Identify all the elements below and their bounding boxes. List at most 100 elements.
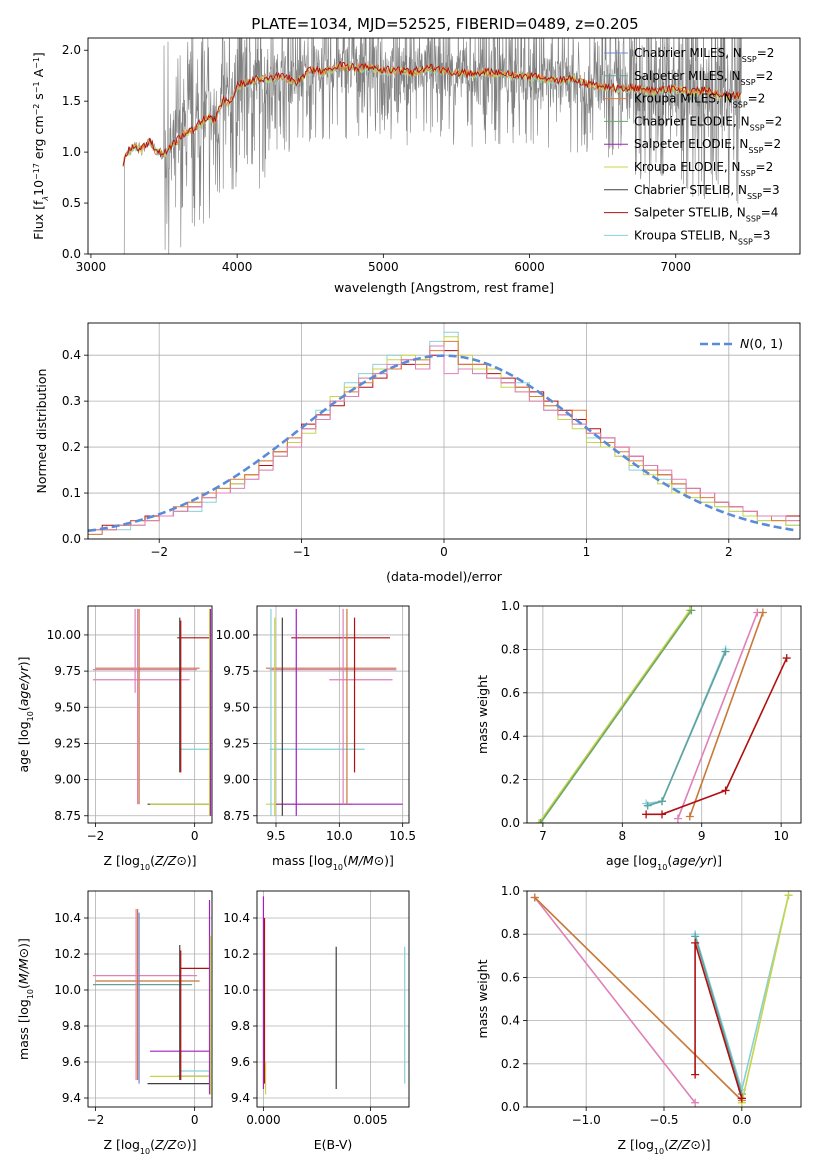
model-spectrum-line xyxy=(122,61,741,166)
x-axis-label: (data-model)/error xyxy=(386,569,503,584)
weight-line xyxy=(689,612,764,817)
y-tick-label: 0.4 xyxy=(501,1014,520,1028)
age-vs-Z-plot-area xyxy=(88,606,212,823)
y-tick-label: 10.00 xyxy=(216,628,250,642)
residuals-plot-area xyxy=(88,323,800,539)
weight-marker xyxy=(658,810,667,819)
y-tick-label: 0.8 xyxy=(501,927,520,941)
spectrum-frame xyxy=(87,37,801,255)
x-tick-label: 3000 xyxy=(76,260,107,274)
x-axis-label: Z [log10(Z/Z⊙)] xyxy=(617,1137,710,1156)
y-axis-label: mass weight xyxy=(475,959,490,1038)
y-tick-label: 9.4 xyxy=(62,1091,81,1105)
legend-entry: Kroupa ELODIE, NSSP=2 xyxy=(634,160,773,178)
weight-line xyxy=(539,609,693,823)
spectrum-axes: 3000 4000 5000 6000 7000 0.0 0.5 1.0 1.5 2.0 Chabr… xyxy=(31,37,801,295)
weight-line xyxy=(534,897,696,1104)
mass-vs-EBV-plot-area xyxy=(257,891,409,1107)
y-tick-label: 0.6 xyxy=(501,686,520,700)
y-tick-label: 9.75 xyxy=(223,664,250,678)
weight-line xyxy=(534,896,743,1102)
age-vs-Z-frame xyxy=(87,605,213,824)
weight-marker xyxy=(691,1070,700,1079)
y-tick-label: 10.4 xyxy=(54,911,81,925)
y-tick-label: 10.0 xyxy=(223,983,250,997)
weight-marker xyxy=(687,606,696,615)
weight-marker xyxy=(658,797,667,806)
weight-marker xyxy=(642,810,651,819)
x-tick-label: 4000 xyxy=(222,260,253,274)
x-tick-label: 0.005 xyxy=(353,1113,387,1127)
x-tick-label: 0 xyxy=(191,829,199,843)
y-tick-label: 9.00 xyxy=(223,773,250,787)
y-tick-label: 10.0 xyxy=(54,983,81,997)
mass-vs-EBV-axes: 0.000 0.005 9.4 9.6 9.8 10.0 10.2 10.4 E(B-V) xyxy=(223,890,410,1152)
legend-entry: N(0, 1) xyxy=(740,336,783,351)
y-tick-label: 8.75 xyxy=(54,809,81,823)
residuals-axes: −2 −1 0 1 2 0.0 0.1 0.2 0.3 0.4 N(0, 1) (data-model… xyxy=(34,322,801,584)
age-vs-mass-frame xyxy=(256,605,410,824)
x-tick-label: −2 xyxy=(87,829,105,843)
x-tick-label: 0.000 xyxy=(246,1113,280,1127)
x-axis-label: wavelength [Angstrom, rest frame] xyxy=(334,280,554,295)
weight-line xyxy=(677,612,759,819)
y-tick-label: 10.4 xyxy=(223,911,250,925)
massweight-vs-age-plot-area xyxy=(527,606,801,823)
y-tick-label: 0.0 xyxy=(62,247,81,261)
massweight-vs-Z-axes: −1.0 −0.5 0.0 0.0 0.2 0.4 0.6 0.8 1.0 Z [log10(Z/… xyxy=(475,884,802,1156)
y-tick-label: 9.8 xyxy=(62,1019,81,1033)
x-tick-label: 10 xyxy=(774,829,789,843)
x-tick-label: 8 xyxy=(618,829,626,843)
weight-marker xyxy=(691,1098,700,1107)
weight-line xyxy=(647,651,727,807)
legend-entry: Chabrier MILES, NSSP=2 xyxy=(634,46,774,64)
weight-marker xyxy=(721,786,730,795)
age-vs-mass-plot-area xyxy=(257,606,409,823)
figure-title: PLATE=1034, MJD=52525, FIBERID=0489, z=0… xyxy=(251,15,638,33)
legend-entry: Chabrier STELIB, NSSP=3 xyxy=(634,183,780,201)
y-tick-label: 0.2 xyxy=(62,440,81,454)
massweight-vs-age-frame xyxy=(526,605,802,824)
y-tick-label: 9.75 xyxy=(54,664,81,678)
mass-vs-Z-frame xyxy=(87,890,213,1108)
data-spectrum-line xyxy=(123,38,742,254)
legend-entry: Chabrier ELODIE, NSSP=2 xyxy=(634,114,782,131)
y-tick-label: 9.50 xyxy=(223,700,250,714)
y-tick-label: 1.5 xyxy=(62,94,81,108)
weight-marker xyxy=(691,938,700,947)
weight-line xyxy=(694,936,743,1095)
y-tick-label: 10.2 xyxy=(223,947,250,961)
y-tick-label: 9.25 xyxy=(223,736,250,750)
x-axis-label: mass [log10(M/M⊙)] xyxy=(272,853,394,872)
massweight-vs-Z-frame xyxy=(526,890,802,1108)
y-tick-label: 10.2 xyxy=(54,947,81,961)
y-axis-label: Flux [fλ10−17 erg cm−2 s−1 A−1] xyxy=(31,52,50,240)
y-tick-label: 9.6 xyxy=(231,1055,250,1069)
weight-line xyxy=(741,895,790,1103)
x-tick-label: 9.5 xyxy=(266,829,285,843)
y-tick-label: 1.0 xyxy=(62,145,81,159)
legend-entry: Kroupa STELIB, NSSP=3 xyxy=(634,228,771,246)
x-tick-label: −1.0 xyxy=(572,1113,601,1127)
x-tick-label: 10.0 xyxy=(326,829,353,843)
weight-marker xyxy=(673,814,682,823)
mass-vs-Z-plot-area xyxy=(88,891,212,1107)
y-tick-label: 1.0 xyxy=(501,599,520,613)
histogram-step xyxy=(88,345,800,531)
age-vs-Z-axes: −2 0 8.75 9.00 9.25 9.50 9.75 10.00 Z [log10(Z/Z… xyxy=(16,605,213,872)
y-axis-label: mass weight xyxy=(475,675,490,754)
x-tick-label: −2 xyxy=(87,1113,105,1127)
weight-marker xyxy=(721,647,730,656)
weight-marker xyxy=(685,812,694,821)
x-tick-label: 5000 xyxy=(368,260,399,274)
x-tick-label: 0.0 xyxy=(732,1113,751,1127)
y-tick-label: 0.5 xyxy=(62,196,81,210)
y-tick-label: 0.3 xyxy=(62,394,81,408)
y-tick-label: 0.8 xyxy=(501,642,520,656)
x-tick-label: 0 xyxy=(440,545,448,559)
weight-marker xyxy=(737,1094,746,1103)
x-tick-label: −1 xyxy=(293,545,311,559)
weight-marker xyxy=(784,891,793,900)
x-tick-label: −2 xyxy=(150,545,168,559)
